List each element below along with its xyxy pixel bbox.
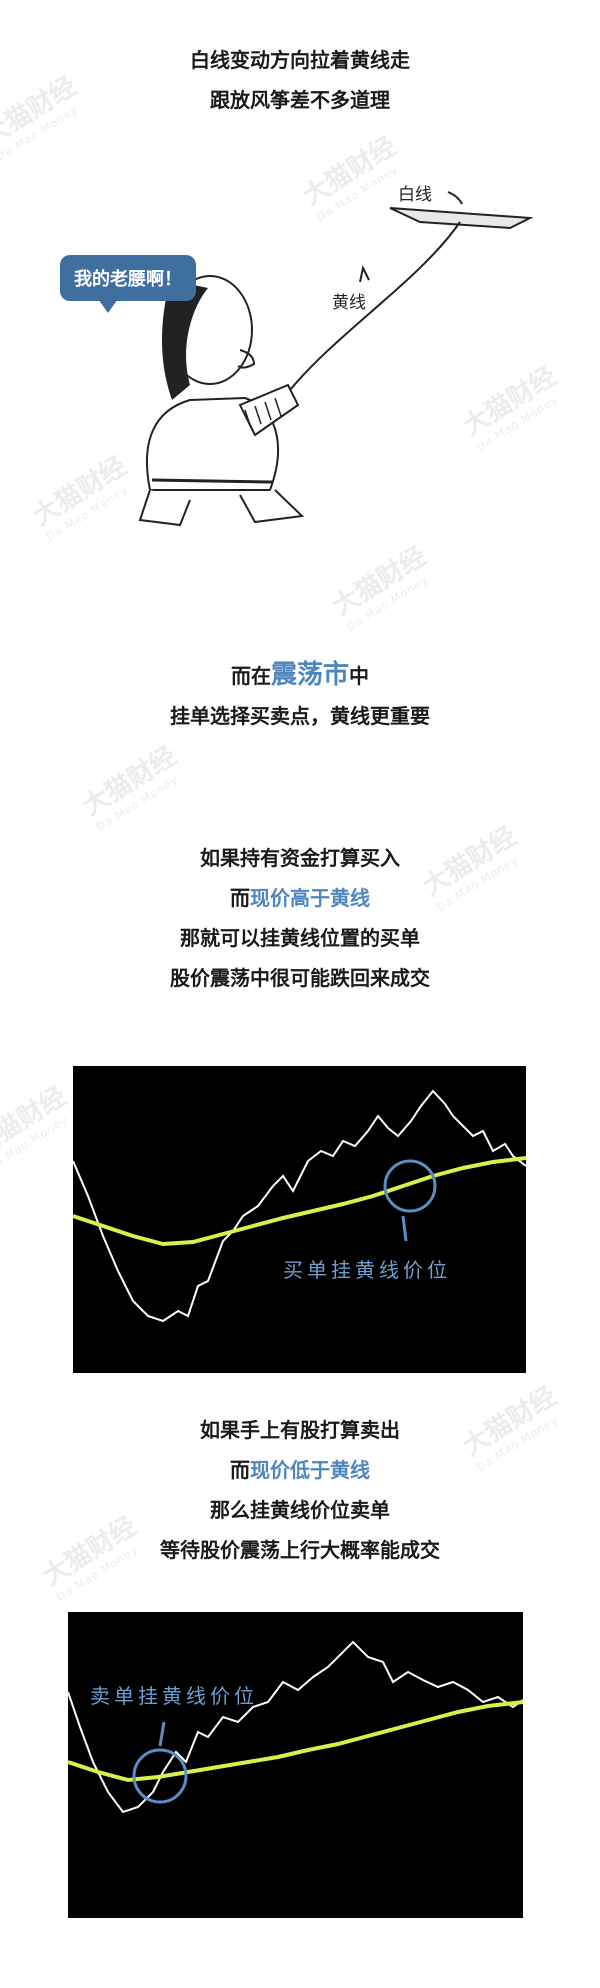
range-line-2: 挂单选择买卖点，黄线更重要 <box>170 704 430 728</box>
buy-order-chart: 买单挂黄线价位 <box>73 1066 526 1373</box>
buy-line-1: 如果持有资金打算买入 <box>200 846 400 870</box>
price-line <box>73 1089 526 1323</box>
buy-order-label: 买单挂黄线价位 <box>283 1258 451 1282</box>
sell-line-3: 那么挂黄线价位卖单 <box>210 1498 390 1522</box>
person-hair <box>162 280 208 400</box>
person-legs <box>138 489 305 527</box>
highlight-range-market: 震荡市 <box>270 660 349 690</box>
kite-cartoon-illustration: 白线 黄线 <box>138 185 534 527</box>
moving-average-line <box>73 1156 526 1247</box>
sell-order-label: 卖单挂黄线价位 <box>90 1684 258 1708</box>
buy-line-4: 股价震荡中很可能跌回来成交 <box>170 966 430 990</box>
intro-text: 白线变动方向拉着黄线走 跟放风筝差不多道理 <box>0 40 600 120</box>
highlight-above-yellow: 现价高于黄线 <box>250 886 370 910</box>
kite-string <box>289 221 461 391</box>
highlight-circle <box>132 1748 188 1804</box>
range-line-1: 而在震荡市中 <box>230 660 369 690</box>
highlight-below-yellow: 现价低于黄线 <box>250 1458 370 1482</box>
range-market-text: 而在震荡市中 挂单选择买卖点，黄线更重要 <box>0 655 600 736</box>
yellow-line-label: 黄线 <box>332 293 366 313</box>
intro-line-1: 白线变动方向拉着黄线走 <box>190 48 410 72</box>
white-line-label: 白线 <box>398 185 432 205</box>
buy-line-2: 而现价高于黄线 <box>230 886 370 910</box>
sell-line-2: 而现价低于黄线 <box>230 1458 370 1482</box>
buy-line-3: 那就可以挂黄线位置的买单 <box>180 926 420 950</box>
price-line <box>68 1640 523 1814</box>
speech-bubble: 我的老腰啊！ <box>60 255 196 313</box>
highlight-circle <box>383 1159 437 1213</box>
moving-average-line <box>68 1700 523 1783</box>
intro-line-2: 跟放风筝差不多道理 <box>210 88 390 112</box>
sell-line-4: 等待股价震荡上行大概率能成交 <box>160 1538 440 1562</box>
sell-order-chart: 卖单挂黄线价位 <box>68 1612 523 1918</box>
sell-line-1: 如果手上有股打算卖出 <box>200 1418 400 1442</box>
kite-icon <box>389 207 534 230</box>
buy-text: 如果持有资金打算买入 而现价高于黄线 那就可以挂黄线位置的买单 股价震荡中很可能… <box>0 838 600 998</box>
watermark: 大猫财经 Da Mao Money <box>0 1081 72 1174</box>
sell-text: 如果手上有股打算卖出 而现价低于黄线 那么挂黄线价位卖单 等待股价震荡上行大概率… <box>0 1410 600 1570</box>
watermark: 大猫财经 Da Mao Money <box>77 741 182 834</box>
